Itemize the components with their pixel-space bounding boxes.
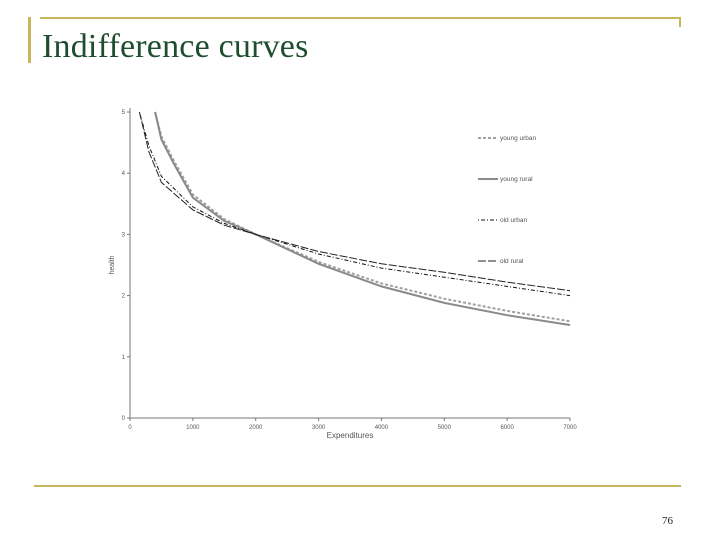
- y-tick-label: 2: [122, 294, 126, 300]
- bottom-rule: [34, 485, 681, 487]
- x-tick-label: 1000: [186, 425, 200, 431]
- x-tick-label: 5000: [438, 425, 452, 431]
- x-axis-label: Expenditures: [327, 431, 374, 440]
- slide-title: Indifference curves: [42, 28, 309, 65]
- chart-axes: [129, 108, 570, 419]
- y-tick-label: 3: [122, 232, 126, 238]
- x-tick-label: 3000: [312, 425, 326, 431]
- top-rule-left-accent: [28, 17, 31, 63]
- indifference-chart: 0 1000 2000 3000 4000 5000 6000 7000 0 1 2 3 4 5 youn…: [109, 108, 578, 440]
- top-rule: [40, 17, 681, 19]
- x-tick-label: 4000: [375, 425, 389, 431]
- y-tick-label: 5: [122, 110, 126, 116]
- legend-label: young rural: [500, 176, 533, 183]
- top-rule-right-accent: [679, 17, 681, 27]
- y-tick-label: 0: [122, 416, 126, 422]
- page-number: 76: [662, 515, 673, 527]
- chart-legend: young urban young rural old urban old rural: [478, 135, 537, 265]
- y-axis-label: health: [109, 255, 116, 274]
- x-tick-label: 0: [128, 425, 132, 431]
- y-tick-label: 1: [122, 355, 126, 361]
- x-tick-label: 7000: [563, 425, 577, 431]
- y-tick-label: 4: [122, 171, 126, 177]
- series-line-old-rural: [138, 111, 571, 292]
- legend-label: young urban: [500, 135, 537, 142]
- x-tick-label: 6000: [500, 425, 514, 431]
- chart-ticks: 0 1000 2000 3000 4000 5000 6000 7000 0 1 2 3 4 5: [122, 110, 578, 431]
- legend-label: old rural: [500, 258, 524, 265]
- x-tick-label: 2000: [249, 425, 263, 431]
- legend-label: old urban: [500, 217, 527, 224]
- chart-lines: [138, 111, 571, 326]
